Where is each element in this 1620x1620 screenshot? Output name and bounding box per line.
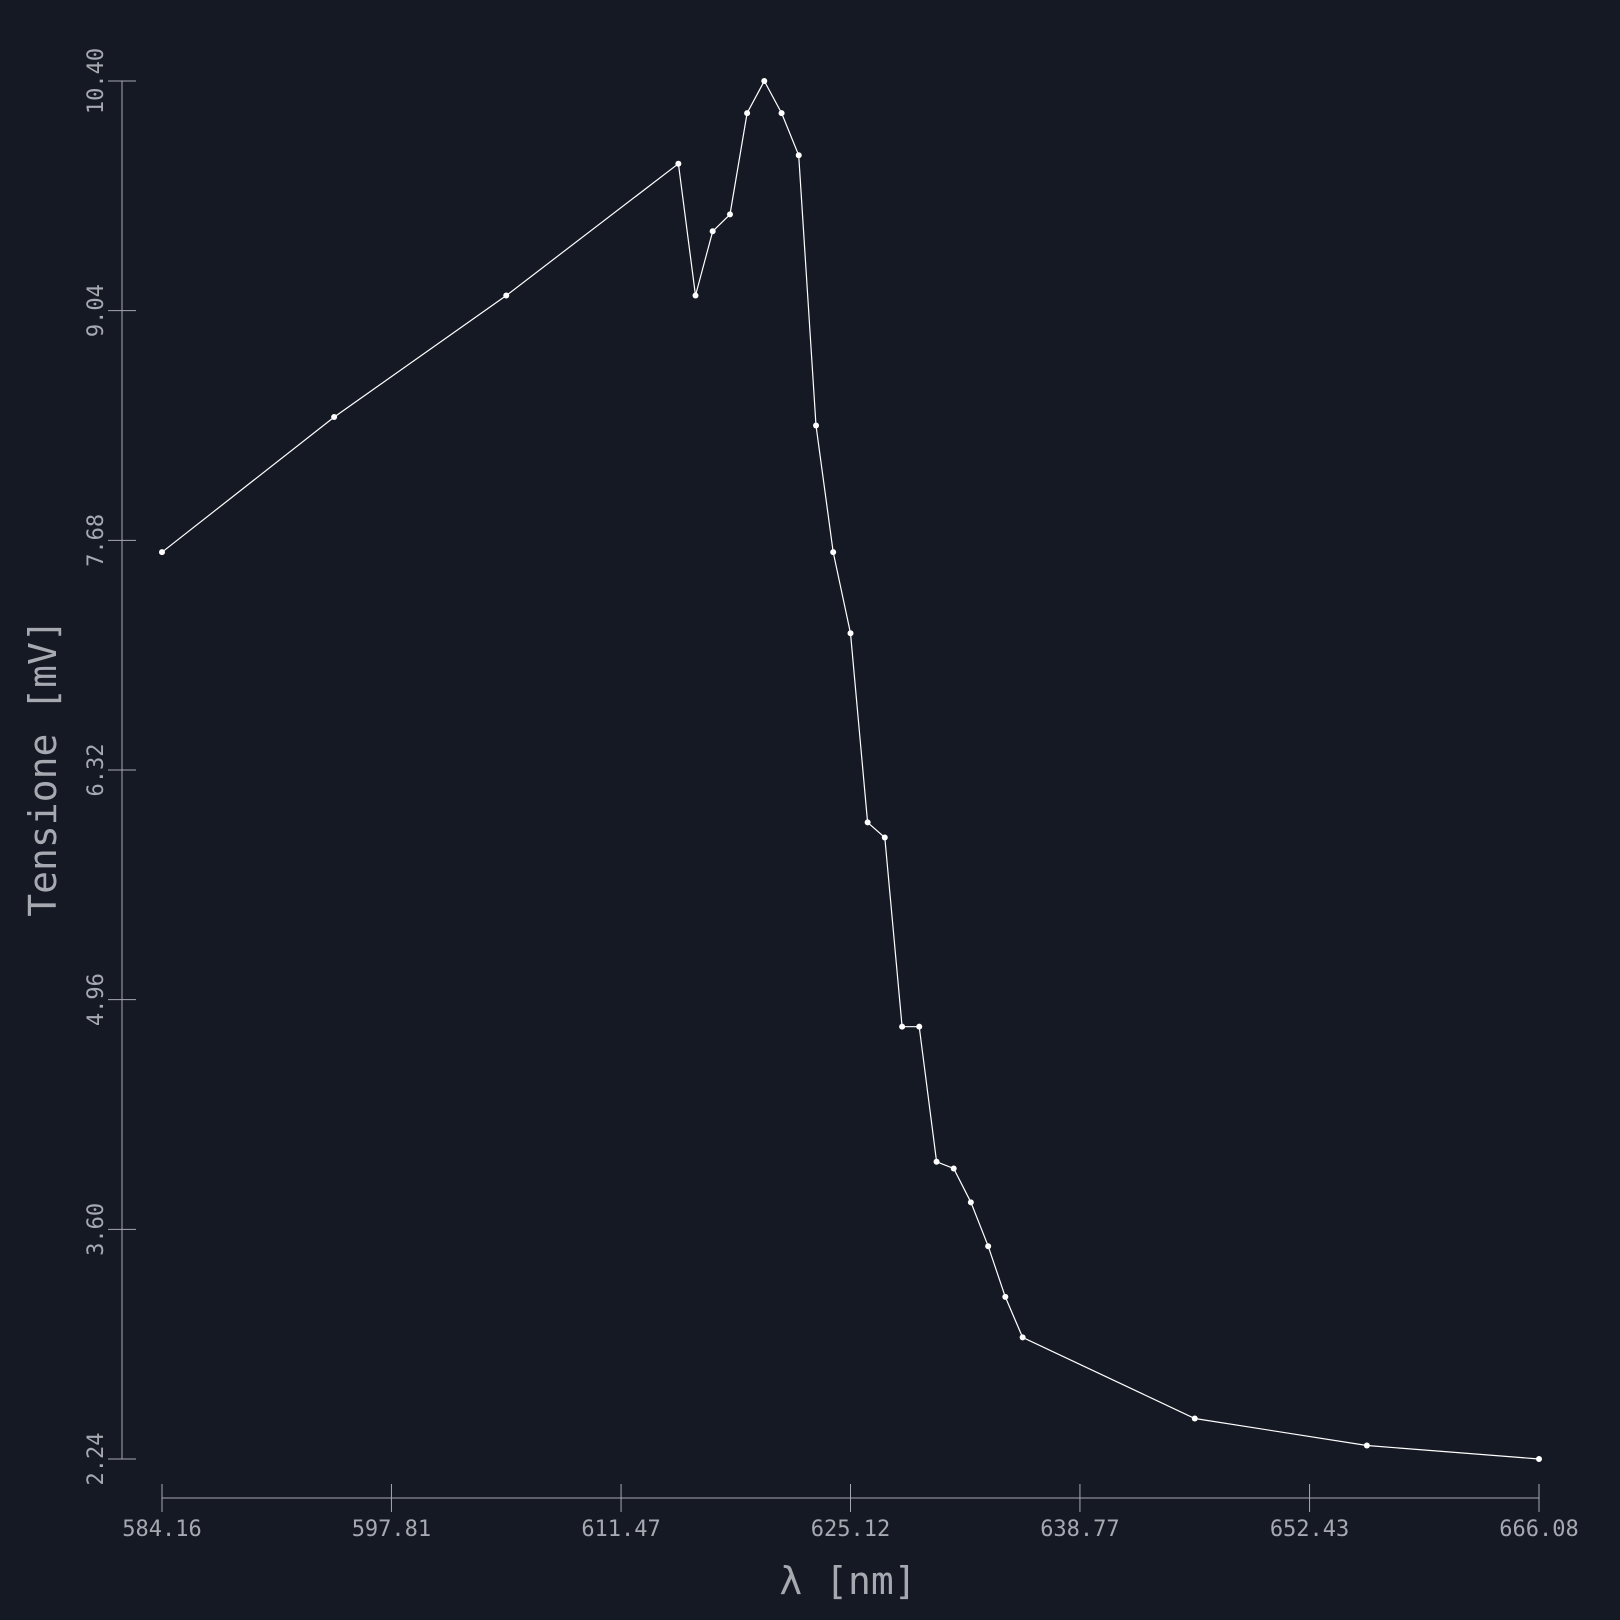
data-point	[709, 228, 716, 235]
y-tick-label: 6.32	[84, 744, 109, 797]
data-point	[1363, 1442, 1370, 1449]
data-point	[1191, 1415, 1198, 1422]
data-point	[899, 1023, 906, 1030]
data-point	[967, 1199, 974, 1206]
data-point	[331, 414, 338, 421]
x-tick-label: 584.16	[122, 1517, 201, 1542]
data-point	[864, 819, 871, 826]
data-point	[692, 292, 699, 299]
y-tick-label: 7.68	[84, 514, 109, 567]
series-line	[161, 79, 1540, 1460]
data-point	[933, 1158, 940, 1165]
data-point	[1536, 1456, 1542, 1462]
y-tick-label: 4.96	[84, 973, 109, 1026]
data-point	[916, 1023, 923, 1030]
data-point	[847, 630, 854, 637]
data-point	[795, 152, 802, 159]
x-tick-label: 652.43	[1270, 1517, 1349, 1542]
y-axis-title: Tensione [mV]	[21, 619, 65, 916]
y-tick-label: 2.24	[84, 1433, 109, 1486]
x-tick-label: 597.81	[352, 1517, 431, 1542]
data-point	[675, 160, 682, 167]
x-tick-label: 611.47	[581, 1517, 660, 1542]
data-point	[881, 834, 888, 841]
data-point	[503, 292, 510, 299]
data-point	[726, 211, 733, 218]
data-point	[830, 549, 837, 556]
data-point	[744, 110, 751, 117]
x-tick-label: 638.77	[1040, 1517, 1119, 1542]
data-point	[813, 422, 820, 429]
data-point	[1019, 1334, 1026, 1341]
data-point	[985, 1243, 992, 1250]
y-axis: 2.24 3.60 4.96 6.32 7.68 9.04 10.40	[84, 48, 136, 1486]
plot-area	[159, 78, 1542, 1462]
x-axis-title: λ [nm]	[779, 1559, 916, 1603]
y-tick-label: 3.60	[84, 1203, 109, 1256]
x-tick-label: 625.12	[811, 1517, 890, 1542]
data-point	[950, 1165, 957, 1172]
data-point	[761, 78, 768, 84]
data-point	[159, 549, 165, 556]
data-point	[1002, 1293, 1009, 1300]
x-tick-label: 666.08	[1499, 1517, 1578, 1542]
data-point	[778, 110, 785, 117]
y-tick-label: 10.40	[84, 48, 109, 114]
y-tick-label: 9.04	[84, 284, 109, 337]
x-axis: 584.16 597.81 611.47 625.12 638.77 652.43 666.…	[122, 1484, 1579, 1542]
